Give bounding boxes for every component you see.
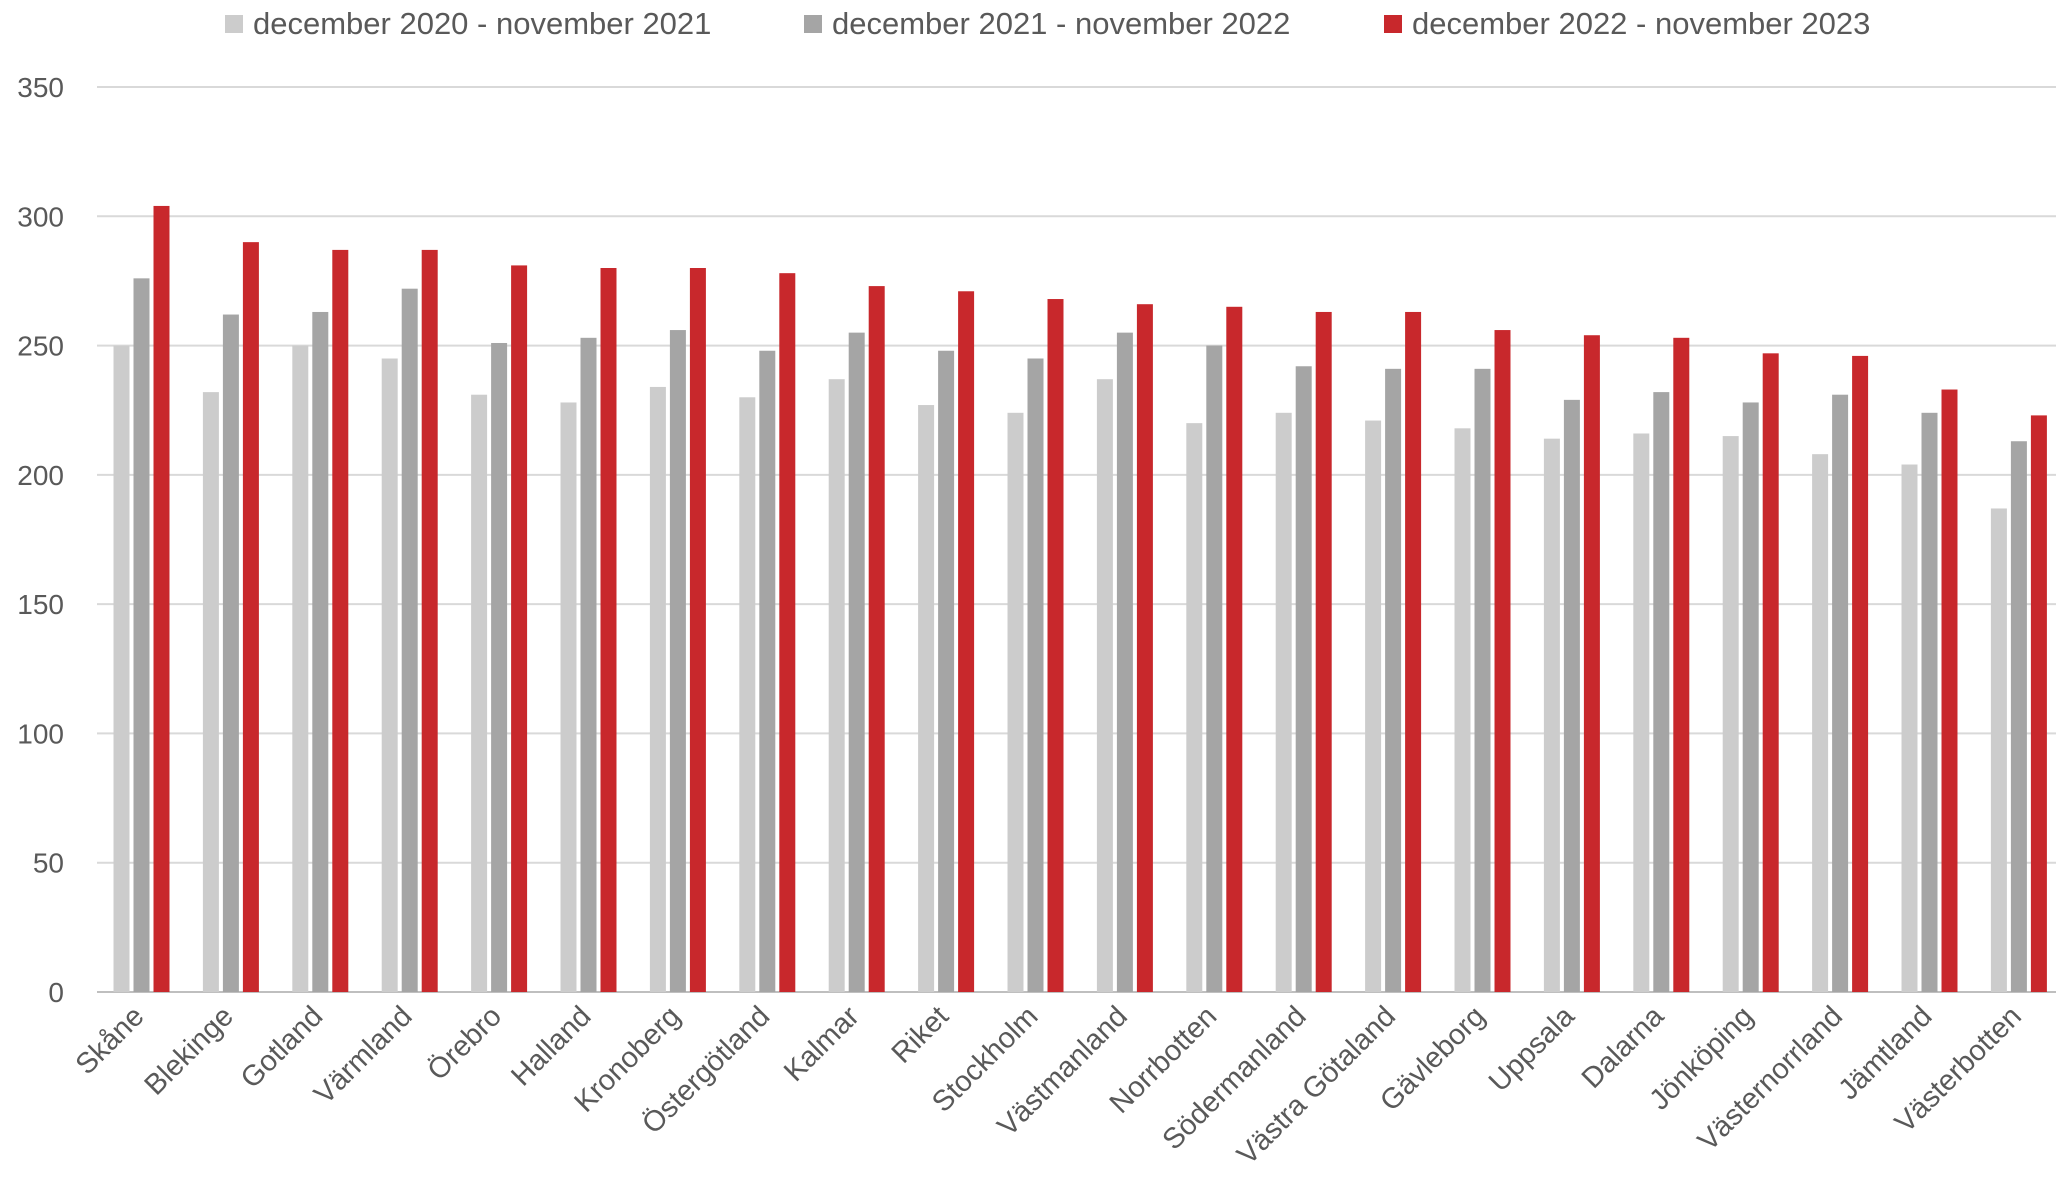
bar-series-3-18 [1762, 353, 1779, 993]
bar-series-3-10 [1047, 299, 1064, 992]
bars [113, 205, 2047, 993]
bar-series-3-3 [421, 249, 438, 992]
bar-series-2-1 [222, 314, 239, 992]
bar-series-1-14 [1365, 420, 1382, 992]
bar-series-2-16 [1563, 399, 1580, 992]
bar-series-1-0 [113, 345, 130, 992]
bar-series-2-8 [848, 332, 865, 992]
bar-series-1-10 [1007, 412, 1024, 992]
bar-series-3-7 [779, 273, 796, 992]
bar-series-2-20 [1921, 412, 1938, 992]
bar-series-1-2 [292, 345, 309, 992]
bar-series-1-15 [1454, 428, 1471, 992]
y-tick-label: 250 [17, 331, 64, 362]
bar-series-1-3 [381, 358, 398, 992]
x-tick-label: Halland [505, 1000, 597, 1092]
bar-series-2-5 [580, 337, 597, 992]
x-tick-label: Värmland [308, 1000, 418, 1110]
y-tick-label: 100 [17, 718, 64, 749]
bar-series-1-6 [649, 386, 666, 992]
bar-series-3-19 [1852, 355, 1869, 992]
bar-series-1-4 [471, 394, 488, 992]
bar-series-2-0 [133, 278, 150, 993]
bar-series-3-8 [868, 286, 885, 993]
y-axis-ticks: 0 50 100 150 200 250 300 350 [17, 72, 64, 1008]
bar-series-3-21 [2030, 415, 2047, 992]
legend-item-series-1: december 2020 - november 2021 [225, 4, 711, 44]
x-tick-label: Riket [886, 1000, 955, 1069]
bar-series-1-11 [1096, 379, 1113, 992]
bar-series-2-14 [1385, 368, 1402, 993]
bar-series-1-7 [739, 397, 756, 992]
x-tick-label: Blekinge [139, 1000, 240, 1101]
bar-series-3-20 [1941, 389, 1958, 992]
bar-series-1-16 [1543, 438, 1560, 992]
bar-series-2-9 [938, 350, 955, 992]
legend-label-series-1: december 2020 - november 2021 [253, 6, 712, 41]
bar-series-2-7 [759, 350, 776, 992]
bar-series-1-21 [1990, 508, 2007, 992]
bar-series-3-14 [1405, 311, 1422, 993]
y-tick-label: 300 [17, 201, 64, 232]
legend-swatch-series-2 [804, 15, 822, 33]
y-tick-label: 150 [17, 589, 64, 620]
y-tick-label: 50 [33, 848, 64, 879]
bar-series-3-15 [1494, 330, 1511, 992]
legend: december 2020 - november 2021 december 2… [0, 4, 2056, 44]
y-tick-label: 0 [48, 977, 64, 1008]
bar-series-1-18 [1722, 436, 1739, 992]
bar-series-3-11 [1136, 304, 1153, 992]
bar-series-2-19 [1832, 394, 1849, 992]
bar-series-1-1 [202, 392, 219, 992]
bar-series-2-12 [1206, 345, 1223, 992]
bar-series-2-11 [1116, 332, 1133, 992]
bar-series-3-13 [1315, 311, 1332, 993]
bar-series-1-13 [1275, 412, 1292, 992]
bar-series-1-19 [1812, 454, 1829, 992]
bar-series-2-21 [2010, 441, 2027, 992]
bar-series-3-4 [511, 265, 528, 992]
legend-swatch-series-1 [225, 15, 243, 33]
bar-series-1-8 [828, 379, 845, 992]
bar-series-3-17 [1673, 337, 1690, 992]
x-tick-label: Kalmar [778, 1000, 866, 1088]
x-tick-label: Uppsala [1483, 1000, 1581, 1098]
bar-series-1-12 [1186, 423, 1203, 992]
bar-series-3-5 [600, 268, 617, 992]
bar-series-1-5 [560, 402, 577, 993]
bar-series-2-2 [312, 311, 329, 993]
y-tick-label: 350 [17, 72, 64, 103]
bar-series-2-13 [1295, 366, 1312, 992]
legend-item-series-2: december 2021 - november 2022 [804, 4, 1290, 44]
bar-series-3-12 [1226, 306, 1243, 992]
bar-series-3-1 [242, 242, 259, 992]
bar-series-3-6 [689, 268, 706, 992]
bar-series-3-16 [1583, 335, 1600, 993]
x-tick-label: Västra Götaland [1231, 1000, 1402, 1171]
legend-item-series-3: december 2022 - november 2023 [1384, 4, 1870, 44]
bar-series-2-18 [1742, 402, 1759, 993]
bar-series-3-2 [332, 249, 349, 992]
x-tick-label: Örebro [422, 1000, 508, 1086]
bar-series-3-0 [153, 205, 170, 992]
bar-series-2-15 [1474, 368, 1491, 993]
bar-series-2-17 [1653, 392, 1670, 992]
bar-series-3-9 [958, 291, 975, 992]
y-tick-label: 200 [17, 460, 64, 491]
bar-series-2-6 [669, 330, 686, 992]
legend-label-series-2: december 2021 - november 2022 [832, 6, 1291, 41]
legend-swatch-series-3 [1384, 15, 1402, 33]
bar-series-2-4 [491, 342, 508, 992]
bar-series-2-3 [401, 288, 418, 992]
bar-series-1-9 [918, 405, 935, 992]
x-tick-label: Skåne [70, 1000, 151, 1081]
bar-series-1-17 [1633, 433, 1650, 992]
bar-series-2-10 [1027, 358, 1044, 992]
legend-label-series-3: december 2022 - november 2023 [1412, 6, 1871, 41]
bar-series-1-20 [1901, 464, 1918, 992]
